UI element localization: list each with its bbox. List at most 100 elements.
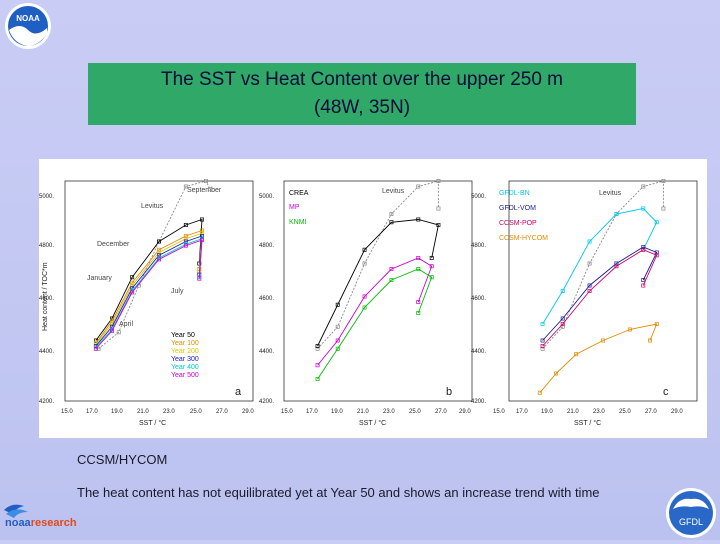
series-line-2-levitus [317, 180, 439, 350]
series-point-1-0-6 [208, 187, 212, 192]
series-point-1-6-0 [93, 346, 98, 351]
series-point-3-0-4 [641, 184, 646, 189]
label-july: July [171, 288, 184, 295]
series-point-2-2-0 [315, 363, 320, 368]
x-tick-a-0: 15.0 [61, 409, 73, 415]
series-point-2-1-3 [389, 220, 394, 225]
y-tick-c-4600: 4600. [471, 296, 486, 302]
legend-a-3: Year 300 [171, 356, 199, 363]
y-tick-a-4800: 4800. [39, 243, 54, 249]
panel-c [508, 180, 698, 402]
gfdl-logo-text: GFDL [679, 517, 703, 527]
series-point-3-1-2 [587, 239, 592, 244]
series-point-1-3-4 [183, 236, 188, 241]
series-line-2-crea [317, 219, 439, 347]
series-point-1-6-5 [200, 238, 204, 243]
series-point-2-1-0 [315, 344, 320, 348]
noaa-research-logo: noaaresearch [2, 500, 92, 534]
panel-c-letter: c [663, 386, 669, 398]
series-point-3-2-0 [540, 338, 545, 343]
series-point-2-0-3 [389, 212, 394, 216]
x-tick-b-1: 17.0 [306, 409, 318, 415]
label-levitus-b: Levitus [382, 188, 405, 195]
series-point-2-3-3 [389, 278, 394, 282]
series-line-1-year-200 [95, 232, 203, 345]
series-point-1-1-5 [200, 217, 204, 222]
series-point-1-6-2 [130, 290, 135, 295]
series-line-3-gfdl-bn [542, 208, 658, 325]
series-point-2-0-5 [436, 179, 441, 183]
series-line-1-levitus [98, 180, 211, 350]
x-tick-b-3: 21.0 [357, 409, 369, 415]
series-point-2-1-1 [335, 302, 340, 307]
label-levitus-c: Levitus [599, 190, 622, 197]
figure-svg: Heat content / TOC*m 5000. 4800. 4600. 4… [39, 179, 698, 427]
gfdl-logo: GFDL [665, 487, 717, 539]
series-point-2-0-1 [335, 324, 340, 329]
series-point-1-3-5 [200, 231, 204, 236]
y-tick-a-4600: 4600. [39, 296, 54, 302]
series-point-3-4-6 [648, 338, 652, 343]
series-point-1-0-5 [204, 179, 208, 183]
x-tick-c-4: 23.0 [593, 409, 605, 415]
series-point-2-2-5 [429, 264, 434, 269]
legend-a-4: Year 400 [171, 364, 199, 371]
series-point-2-2-6 [416, 300, 421, 304]
series-line-1-year-500 [95, 239, 203, 350]
x-tick-b-4: 23.0 [383, 409, 395, 415]
series-point-1-2-3 [157, 247, 161, 252]
x-tick-c-6: 27.0 [645, 409, 657, 415]
panel-b-letter: b [446, 386, 452, 398]
series-point-3-2-2 [587, 283, 592, 288]
y-tick-b-4400: 4400. [259, 349, 274, 355]
x-tick-a-3: 21.0 [137, 409, 149, 415]
series-point-2-3-2 [362, 305, 367, 310]
label-january: January [87, 275, 112, 282]
series-point-3-4-2 [574, 352, 579, 357]
series-point-2-3-1 [335, 346, 340, 351]
series-point-1-2-2 [130, 280, 135, 285]
series-point-1-1-4 [183, 223, 188, 227]
x-tick-a-4: 23.0 [163, 409, 175, 415]
x-tick-c-5: 25.0 [619, 409, 631, 415]
label-december: December [97, 241, 130, 248]
series-point-2-2-3 [389, 267, 394, 271]
noaa-logo-text: NOAA [16, 14, 40, 23]
series-point-3-2-3 [614, 261, 619, 266]
y-tick-c-4200: 4200. [471, 399, 486, 405]
legend-panel-c: GFDL-BN GFDL-VOM CCSM-POP CCSM-HYCOM [499, 190, 548, 242]
series-line-3-ccsm-hycom [539, 323, 658, 394]
series-point-3-4-3 [601, 338, 605, 343]
series-point-2-2-2 [362, 294, 367, 299]
y-tick-a-5000: 5000. [39, 194, 54, 200]
series-line-1-year-50 [95, 218, 203, 341]
series-point-3-3-4 [641, 247, 646, 252]
series-point-2-0-6 [436, 206, 441, 211]
y-tick-c-5000: 5000. [471, 194, 486, 200]
x-tick-a-1: 17.0 [86, 409, 98, 415]
x-tick-b-0: 15.0 [281, 409, 293, 415]
series-point-3-4-0 [537, 390, 542, 395]
series-point-2-0-2 [362, 261, 367, 266]
legend-c-1: GFDL-VOM [499, 205, 536, 212]
panel-a [64, 180, 254, 402]
label-levitus-a: Levitus [141, 203, 164, 210]
series-line-2-mp [317, 257, 433, 366]
series-point-3-2-1 [560, 316, 565, 321]
series-point-1-4-3 [157, 253, 161, 258]
series-point-1-4-2 [130, 286, 135, 291]
legend-a-5: Year 500 [171, 372, 199, 379]
series-point-3-0-5 [661, 179, 666, 183]
series-point-2-0-0 [315, 346, 320, 351]
y-tick-b-5000: 5000. [259, 194, 274, 200]
legend-c-0: GFDL-BN [499, 190, 530, 197]
series-point-2-3-4 [416, 267, 421, 271]
label-september: September [187, 187, 222, 194]
series-point-3-1-3 [614, 212, 619, 216]
y-tick-b-4600: 4600. [259, 296, 274, 302]
x-tick-c-0: 15.0 [493, 409, 505, 415]
x-axis-label-a: SST / °C [139, 419, 166, 427]
legend-b-1: MP [289, 204, 300, 211]
series-point-3-0-2 [587, 261, 592, 266]
series-point-2-1-4 [416, 217, 421, 222]
